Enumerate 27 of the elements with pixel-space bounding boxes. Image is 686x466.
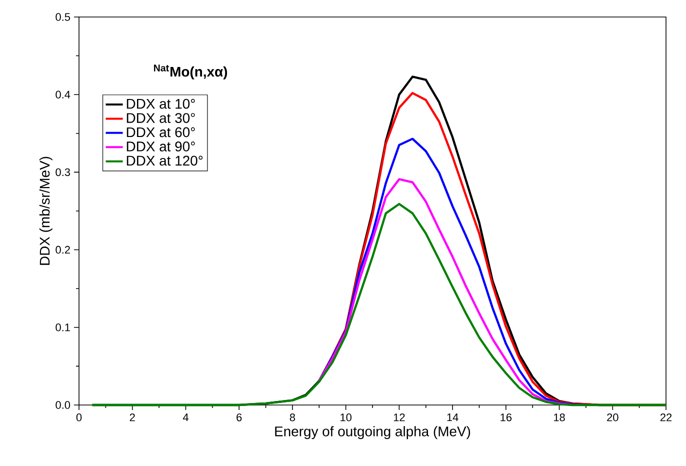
x-tick-label: 10 <box>340 414 352 422</box>
y-tick-label: 0.5 <box>56 13 70 21</box>
y-axis-title: DDX (mb/sr/MeV) <box>39 156 52 265</box>
legend-label: DDX at 120° <box>126 156 203 166</box>
x-tick-label: 14 <box>447 414 458 422</box>
x-tick-label: 4 <box>182 414 188 422</box>
y-tick-label: 0.0 <box>56 401 70 409</box>
x-tick-label: 20 <box>607 414 618 422</box>
y-tick-label: 0.2 <box>56 246 70 254</box>
x-tick-label: 0 <box>76 414 82 422</box>
x-axis-title: Energy of outgoing alpha (MeV) <box>275 426 470 440</box>
y-tick-label: 0.4 <box>56 90 70 98</box>
text: $^{Nat}$Mo(n,xα) <box>154 64 228 80</box>
legend-label: DDX at 60° <box>126 127 195 138</box>
y-tick-label: 0.1 <box>56 324 70 332</box>
x-tick-label: 12 <box>394 414 405 422</box>
legend-label: DDX at 30° <box>126 113 195 123</box>
line-series <box>318 178 574 406</box>
x-tick-label: 8 <box>290 414 296 422</box>
legend-label: DDX at 90° <box>126 142 195 152</box>
legend-label: DDX at 10° <box>126 98 195 109</box>
x-tick-label: 16 <box>500 414 512 422</box>
y-tick-label: 0.3 <box>56 168 70 176</box>
x-tick-label: 18 <box>554 414 565 422</box>
x-tick-label: 22 <box>660 414 672 422</box>
x-tick-label: 2 <box>130 414 135 422</box>
x-tick-label: 6 <box>236 414 242 422</box>
